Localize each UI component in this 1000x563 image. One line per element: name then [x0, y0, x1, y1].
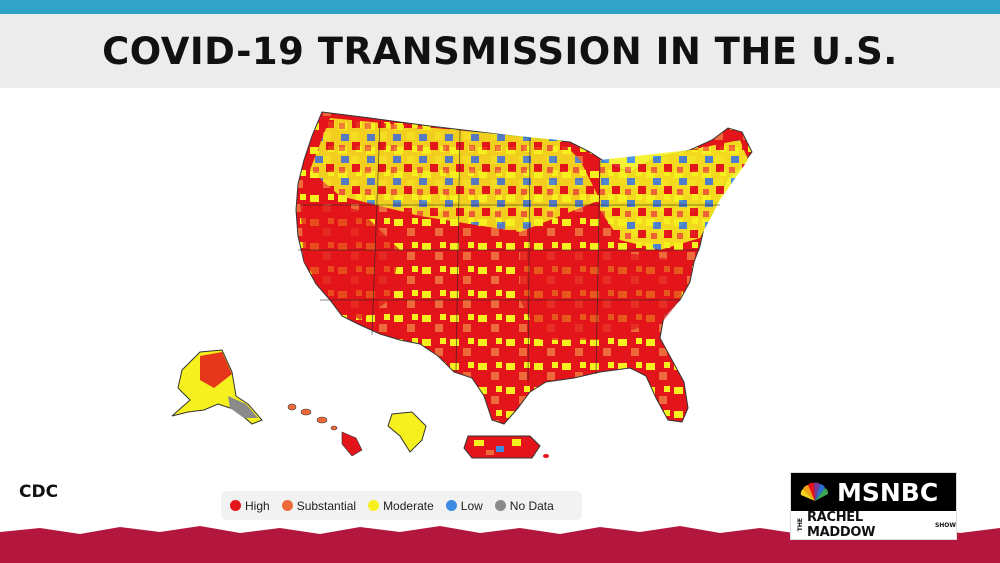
- guam-map: [387, 411, 427, 453]
- puerto-rico-map: [463, 435, 549, 459]
- legend-swatch-no-data: [494, 500, 506, 511]
- network-name: MSNBC: [837, 477, 939, 507]
- msnbc-logo: MSNBC THE RACHEL MADDOW SHOW: [790, 472, 957, 540]
- hawaii-map: [287, 403, 363, 457]
- peacock-icon: [800, 482, 829, 501]
- legend-item-substantial: Substantial: [281, 498, 357, 513]
- legend-swatch-high: [230, 500, 241, 511]
- legend-item-moderate: Moderate: [368, 499, 434, 513]
- show-name: RACHEL MADDOW: [807, 510, 876, 540]
- legend-item-no-data: No Data: [494, 498, 554, 513]
- show-name-bar: THE RACHEL MADDOW SHOW: [791, 510, 956, 540]
- map-legend: High Substantial Moderate Low No Data: [221, 491, 582, 520]
- legend-label-low: Low: [460, 498, 483, 513]
- legend-label-high: High: [245, 498, 270, 513]
- source-label: CDC: [19, 482, 59, 502]
- legend-item-low: Low: [445, 498, 483, 513]
- legend-swatch-moderate: [368, 500, 380, 511]
- alaska-map: [171, 349, 263, 425]
- legend-swatch-low: [445, 500, 457, 511]
- legend-label-no-data: No Data: [509, 498, 554, 513]
- page-title: COVID-19 TRANSMISSION IN THE U.S.: [102, 29, 898, 73]
- legend-label-moderate: Moderate: [383, 498, 434, 513]
- legend-swatch-substantial: [281, 500, 293, 511]
- legend-item-high: High: [230, 499, 270, 513]
- usa-map: [295, 111, 753, 425]
- show-prefix: THE: [797, 518, 804, 532]
- show-suffix: SHOW: [934, 521, 956, 529]
- logo-top-bar: MSNBC: [791, 473, 956, 511]
- title-bar: COVID-19 TRANSMISSION IN THE U.S.: [0, 14, 1000, 88]
- legend-label-substantial: Substantial: [296, 498, 357, 513]
- bottom-decorative-band: [0, 526, 1000, 563]
